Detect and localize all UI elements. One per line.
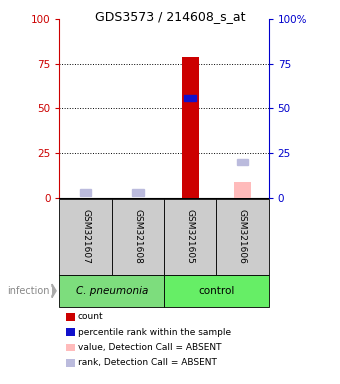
Text: GDS3573 / 214608_s_at: GDS3573 / 214608_s_at	[95, 10, 245, 23]
Bar	[234, 182, 251, 198]
Bar	[182, 57, 199, 198]
Text: control: control	[198, 286, 235, 296]
Bar	[237, 159, 248, 165]
Bar	[80, 189, 91, 195]
Text: percentile rank within the sample: percentile rank within the sample	[78, 328, 231, 337]
Text: count: count	[78, 312, 103, 321]
Bar	[132, 189, 144, 195]
Text: GSM321608: GSM321608	[133, 209, 142, 264]
Bar	[184, 94, 196, 101]
Text: C. pneumonia: C. pneumonia	[75, 286, 148, 296]
Text: GSM321605: GSM321605	[186, 209, 195, 264]
Text: GSM321606: GSM321606	[238, 209, 247, 264]
Text: value, Detection Call = ABSENT: value, Detection Call = ABSENT	[78, 343, 221, 352]
Text: rank, Detection Call = ABSENT: rank, Detection Call = ABSENT	[78, 358, 216, 367]
Text: infection: infection	[7, 286, 49, 296]
Text: GSM321607: GSM321607	[81, 209, 90, 264]
